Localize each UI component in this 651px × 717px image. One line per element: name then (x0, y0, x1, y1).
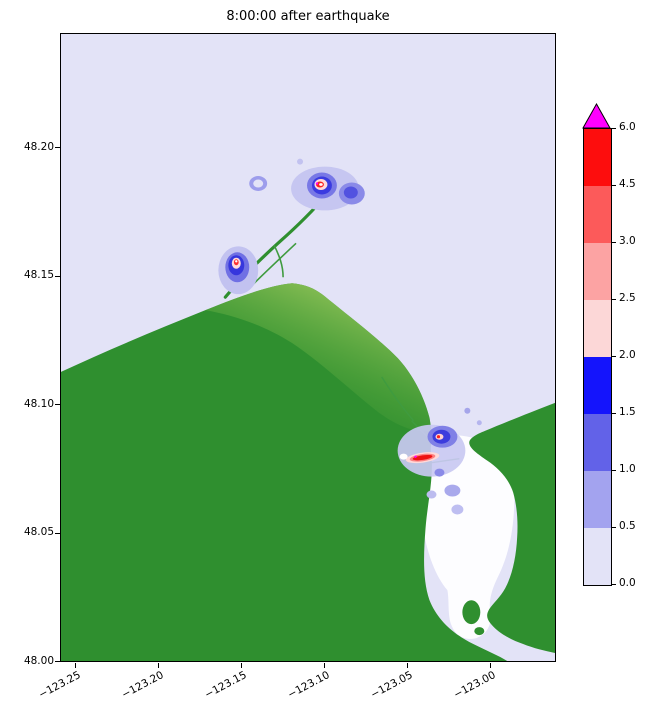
x-tick-label: −123.20 (119, 669, 166, 701)
y-tick-mark (55, 661, 60, 662)
y-tick-label: 48.20 (23, 141, 54, 153)
colorbar (583, 128, 612, 586)
colorbar-segment-1 (584, 186, 611, 243)
x-tick-mark (407, 663, 408, 668)
colorbar-segment-5 (584, 414, 611, 471)
map-canvas (61, 34, 555, 661)
colorbar-segment-0 (584, 129, 611, 186)
y-tick-label: 48.05 (23, 526, 54, 538)
lowland-region (418, 435, 515, 639)
x-tick-label: −123.15 (202, 669, 249, 701)
colorbar-tick-mark (612, 413, 616, 414)
east-shore-region (469, 402, 555, 661)
colorbar-tick-mark (612, 470, 616, 471)
x-tick-mark (75, 663, 76, 668)
colorbar-tick-label: 4.5 (619, 178, 636, 190)
x-tick-mark (490, 663, 491, 668)
y-tick-mark (55, 147, 60, 148)
islet (462, 600, 481, 625)
colorbar-tick-label: 0.5 (619, 520, 636, 532)
colorbar-tick-mark (612, 527, 616, 528)
y-tick-label: 48.00 (23, 655, 54, 667)
y-tick-mark (55, 276, 60, 277)
x-tick-mark (158, 663, 159, 668)
x-tick-label: −123.00 (451, 669, 498, 701)
colorbar-tick-mark (612, 242, 616, 243)
y-tick-mark (55, 533, 60, 534)
x-tick-label: −123.25 (36, 669, 83, 701)
y-tick-mark (55, 404, 60, 405)
colorbar-tick-mark (612, 299, 616, 300)
colorbar-tick-label: 1.5 (619, 406, 636, 418)
colorbar-tick-label: 3.0 (619, 235, 636, 247)
x-tick-label: −123.10 (285, 669, 332, 701)
x-tick-mark (241, 663, 242, 668)
colorbar-tick-label: 0.0 (619, 577, 636, 589)
map-plot (60, 33, 556, 662)
wave-hotspot-ring-nw (249, 176, 268, 191)
colorbar-tick-label: 6.0 (619, 121, 636, 133)
wave-speck (297, 158, 304, 165)
colorbar-tick-label: 2.0 (619, 349, 636, 361)
colorbar-tick-label: 1.0 (619, 463, 636, 475)
coastal-slope-shading (205, 283, 432, 432)
islet (474, 627, 485, 636)
colorbar-segment-7 (584, 528, 611, 585)
page-title: 8:00:00 after earthquake (226, 9, 390, 24)
y-tick-label: 48.10 (23, 398, 54, 410)
x-tick-label: −123.05 (368, 669, 415, 701)
colorbar-segment-4 (584, 357, 611, 414)
colorbar-tick-mark (612, 128, 616, 129)
colorbar-tick-mark (612, 584, 616, 585)
y-tick-label: 48.15 (23, 269, 54, 281)
wave-hotspot-spit-tip (291, 166, 365, 211)
colorbar-segment-2 (584, 243, 611, 300)
wave-hotspot-spit-base (218, 246, 259, 295)
x-tick-mark (324, 663, 325, 668)
colorbar-segment-3 (584, 300, 611, 357)
colorbar-extend-arrow (582, 103, 611, 129)
wave-hotspot-bay (397, 407, 482, 515)
colorbar-segment-6 (584, 471, 611, 528)
colorbar-tick-mark (612, 185, 616, 186)
colorbar-tick-label: 2.5 (619, 292, 636, 304)
colorbar-tick-mark (612, 356, 616, 357)
